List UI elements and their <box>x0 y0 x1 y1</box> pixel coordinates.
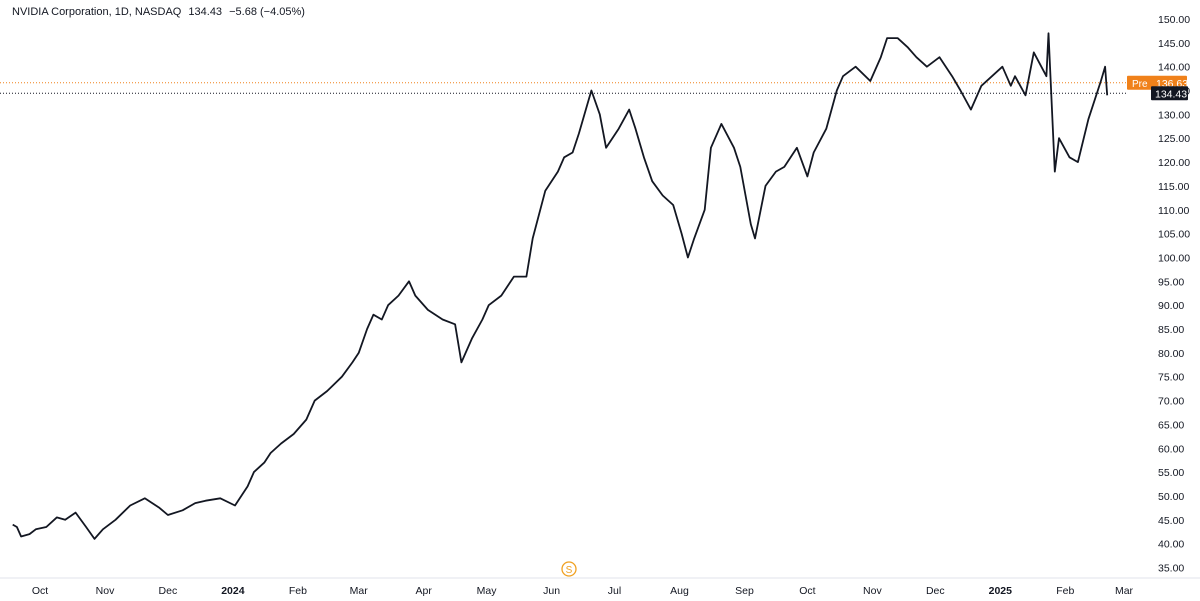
x-tick-label: Jul <box>608 585 621 597</box>
x-tick-label: Mar <box>350 585 369 597</box>
y-tick-label: 35.00 <box>1158 563 1184 575</box>
x-tick-label: Oct <box>799 585 815 597</box>
x-tick-label: Apr <box>416 585 433 597</box>
y-tick-label: 140.00 <box>1158 62 1190 74</box>
y-tick-label: 55.00 <box>1158 467 1184 479</box>
y-tick-label: 145.00 <box>1158 38 1190 50</box>
last-badge-value: 134.43 <box>1155 88 1187 100</box>
x-tick-label: Feb <box>289 585 307 597</box>
y-tick-label: 50.00 <box>1158 491 1184 503</box>
x-tick-label: Oct <box>32 585 48 597</box>
y-tick-label: 120.00 <box>1158 157 1190 169</box>
y-tick-label: 105.00 <box>1158 229 1190 241</box>
y-tick-label: 85.00 <box>1158 324 1184 336</box>
x-tick-label: May <box>477 585 498 597</box>
last-price-badge: 134.43 <box>1151 86 1188 101</box>
x-tick-label: Dec <box>926 585 945 597</box>
y-tick-label: 60.00 <box>1158 443 1184 455</box>
y-tick-label: 40.00 <box>1158 539 1184 551</box>
pre-badge-label: Pre <box>1132 79 1148 90</box>
last-badge-bg <box>1151 86 1188 101</box>
symbol-title: NVIDIA Corporation, 1D, NASDAQ <box>12 6 182 18</box>
y-tick-label: 65.00 <box>1158 419 1184 431</box>
y-tick-label: 150.00 <box>1158 14 1190 26</box>
y-tick-label: 115.00 <box>1158 181 1189 193</box>
y-tick-label: 125.00 <box>1158 133 1190 145</box>
x-tick-label: 2025 <box>989 585 1013 597</box>
x-tick-label: Feb <box>1056 585 1074 597</box>
price-change: −5.68 (−4.05%) <box>229 6 305 18</box>
last-price: 134.43 <box>188 6 223 18</box>
y-tick-label: 130.00 <box>1158 109 1190 121</box>
y-tick-label: 70.00 <box>1158 396 1184 408</box>
dividend-marker-icon[interactable]: S <box>561 561 577 577</box>
y-tick-label: 100.00 <box>1158 252 1190 264</box>
price-series-line <box>12 32 1109 540</box>
dividend-icon-glyph: S <box>566 565 573 576</box>
x-tick-label: Mar <box>1115 585 1134 597</box>
x-tick-label: Nov <box>863 585 882 597</box>
x-tick-label: Sep <box>735 585 754 597</box>
y-tick-label: 95.00 <box>1158 276 1184 288</box>
x-tick-label: 2024 <box>221 585 245 597</box>
x-tick-label: Aug <box>670 585 689 597</box>
y-tick-label: 75.00 <box>1158 372 1184 384</box>
y-tick-label: 110.00 <box>1158 205 1189 217</box>
x-tick-label: Dec <box>159 585 178 597</box>
x-tick-label: Nov <box>96 585 115 597</box>
y-tick-label: 45.00 <box>1158 515 1184 527</box>
x-tick-label: Jun <box>543 585 560 597</box>
chart-header: NVIDIA Corporation, 1D, NASDAQ 134.43 −5… <box>12 6 309 18</box>
y-tick-label: 80.00 <box>1158 348 1184 360</box>
dividend-icon-circle <box>561 561 577 577</box>
y-tick-label: 90.00 <box>1158 300 1184 312</box>
